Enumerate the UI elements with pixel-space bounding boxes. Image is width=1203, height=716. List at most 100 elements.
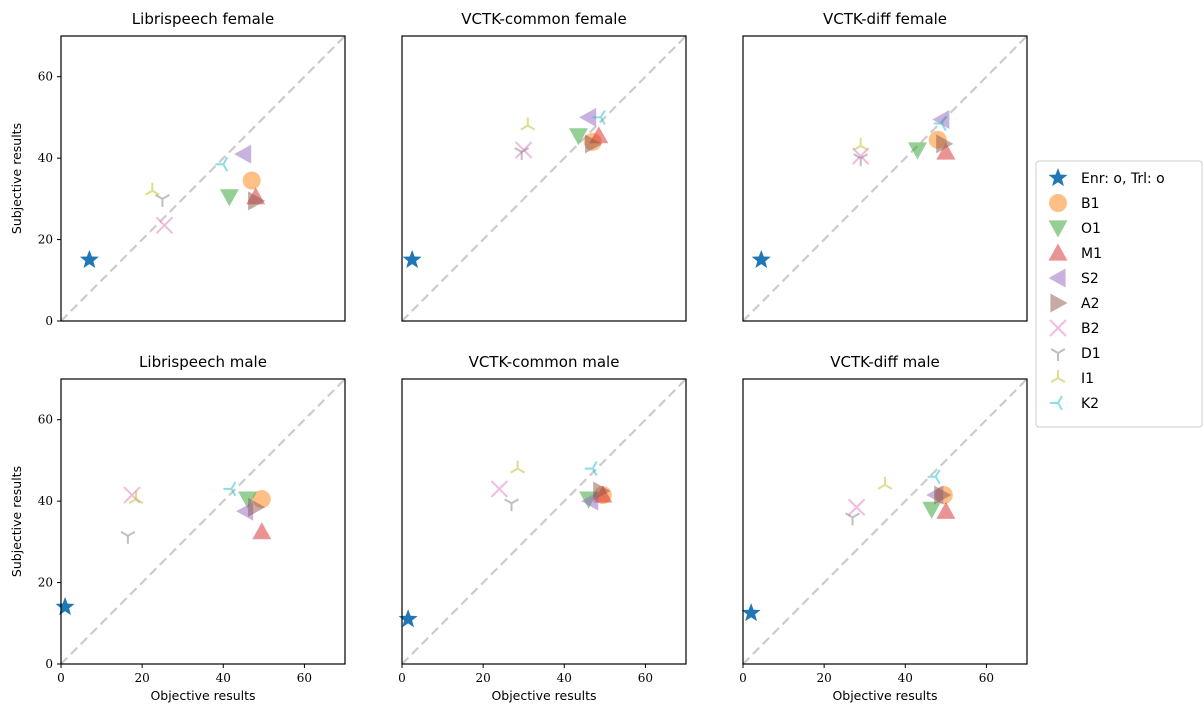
plot-frame xyxy=(401,35,687,322)
point-d1 xyxy=(853,153,869,167)
legend-label: S2 xyxy=(1081,271,1099,287)
legend-marker-a2 xyxy=(1050,293,1068,313)
point-d1 xyxy=(154,194,170,207)
point-a2 xyxy=(585,134,603,154)
point-i1 xyxy=(128,491,144,504)
panel-4: Librispeech male 0 20 40 60 Subjective result… xyxy=(9,353,346,703)
legend-marker-i1 xyxy=(1050,370,1066,383)
point-k2 xyxy=(592,109,606,125)
panel-5: VCTK-common male 0 20 40 60 Objective results xyxy=(398,353,687,703)
point-d1 xyxy=(845,512,860,526)
y-axis-label: Subjective results xyxy=(9,466,24,577)
point-enr-o-trl-o xyxy=(741,603,761,622)
legend-label: O1 xyxy=(1081,221,1101,237)
point-enr-o-trl-o xyxy=(402,249,422,268)
panel-title: VCTK-common male xyxy=(469,353,620,371)
legend-label: Enr: o, Trl: o xyxy=(1081,171,1165,187)
legend-label: M1 xyxy=(1081,246,1102,262)
point-k2 xyxy=(584,461,598,477)
x-axis-label: Objective results xyxy=(832,688,937,703)
panel-title: VCTK-diff female xyxy=(823,10,947,28)
legend-item: S2 xyxy=(1048,268,1099,288)
x-tick-label: 20 xyxy=(817,671,832,685)
x-tick-label: 60 xyxy=(979,671,994,685)
legend-label: I1 xyxy=(1081,371,1094,387)
point-o1 xyxy=(238,491,258,509)
x-tick-label: 0 xyxy=(398,671,406,685)
x-axis-label: Objective results xyxy=(491,688,596,703)
y-tick-label: 60 xyxy=(38,70,53,84)
reference-line xyxy=(742,35,1028,322)
panels: Librispeech female 0 20 40 60 Subjective resu… xyxy=(9,10,1028,703)
point-a2 xyxy=(593,481,611,501)
point-b2 xyxy=(155,216,174,235)
point-s2 xyxy=(932,110,950,129)
legend-label: B2 xyxy=(1081,321,1100,337)
legend-frame xyxy=(1035,160,1203,428)
point-s2 xyxy=(579,107,597,127)
point-a2 xyxy=(248,191,266,211)
x-tick-label: 40 xyxy=(216,671,231,685)
point-enr-o-trl-o xyxy=(79,249,99,268)
plot-frame xyxy=(401,378,687,665)
y-tick-label: 60 xyxy=(38,413,53,427)
legend-marker-k2 xyxy=(1050,395,1063,411)
point-k2 xyxy=(215,156,229,172)
point-k2 xyxy=(927,469,941,485)
y-tick-label: 0 xyxy=(45,657,53,671)
legend-label: K2 xyxy=(1081,396,1099,412)
legend-marker-b1 xyxy=(1049,194,1067,212)
legend-item: B1 xyxy=(1049,194,1100,212)
legend-item: A2 xyxy=(1050,293,1099,313)
reference-line xyxy=(401,378,687,665)
legend-marker-d1 xyxy=(1050,348,1066,361)
point-a2 xyxy=(936,134,954,154)
legend-marker-enr-o-trl-o xyxy=(1048,168,1068,187)
point-d1 xyxy=(120,530,136,544)
point-enr-o-trl-o xyxy=(751,249,771,268)
panel-title: VCTK-diff male xyxy=(830,353,940,371)
plot-frame xyxy=(60,35,346,322)
point-m1 xyxy=(252,522,272,540)
legend-item: D1 xyxy=(1050,346,1101,362)
point-b2 xyxy=(847,498,866,516)
legend-item: Enr: o, Trl: o xyxy=(1048,168,1165,187)
x-tick-label: 40 xyxy=(557,671,572,685)
point-o1 xyxy=(219,189,239,207)
reference-line xyxy=(60,35,346,322)
y-tick-label: 40 xyxy=(38,151,53,165)
legend-label: D1 xyxy=(1081,346,1101,362)
x-axis-label: Objective results xyxy=(150,688,255,703)
legend: Enr: o, Trl: o B1 O1 M1 S2 A2 B2 D1 I1 K2 xyxy=(1035,160,1203,428)
reference-line xyxy=(60,378,346,665)
point-s2 xyxy=(234,144,252,164)
point-k2 xyxy=(223,481,237,497)
legend-marker-m1 xyxy=(1048,243,1068,261)
legend-label: B1 xyxy=(1081,196,1100,212)
point-a2 xyxy=(934,485,952,505)
y-tick-label: 0 xyxy=(45,314,53,328)
panel-1: Librispeech female 0 20 40 60 Subjective resu… xyxy=(9,10,346,328)
x-tick-label: 0 xyxy=(57,671,65,685)
legend-item: K2 xyxy=(1050,395,1099,412)
x-tick-label: 60 xyxy=(638,671,653,685)
point-i1 xyxy=(853,137,869,151)
point-o1 xyxy=(569,128,588,146)
point-k2 xyxy=(933,116,947,131)
point-i1 xyxy=(877,476,893,490)
legend-label: A2 xyxy=(1081,296,1099,312)
y-axis-label: Subjective results xyxy=(9,123,24,234)
plot-frame xyxy=(742,378,1028,665)
point-m1 xyxy=(936,501,956,519)
point-i1 xyxy=(510,460,526,474)
panel-2: VCTK-common female xyxy=(401,10,687,322)
point-m1 xyxy=(589,126,609,144)
legend-item: B2 xyxy=(1049,319,1100,337)
y-tick-label: 40 xyxy=(38,494,53,508)
point-b2 xyxy=(490,480,509,498)
point-o1 xyxy=(922,501,942,519)
reference-line xyxy=(401,35,687,322)
panel-6: VCTK-diff male 0 20 40 60 Objective results xyxy=(739,353,1028,703)
reference-line xyxy=(742,378,1028,665)
point-d1 xyxy=(504,498,519,512)
